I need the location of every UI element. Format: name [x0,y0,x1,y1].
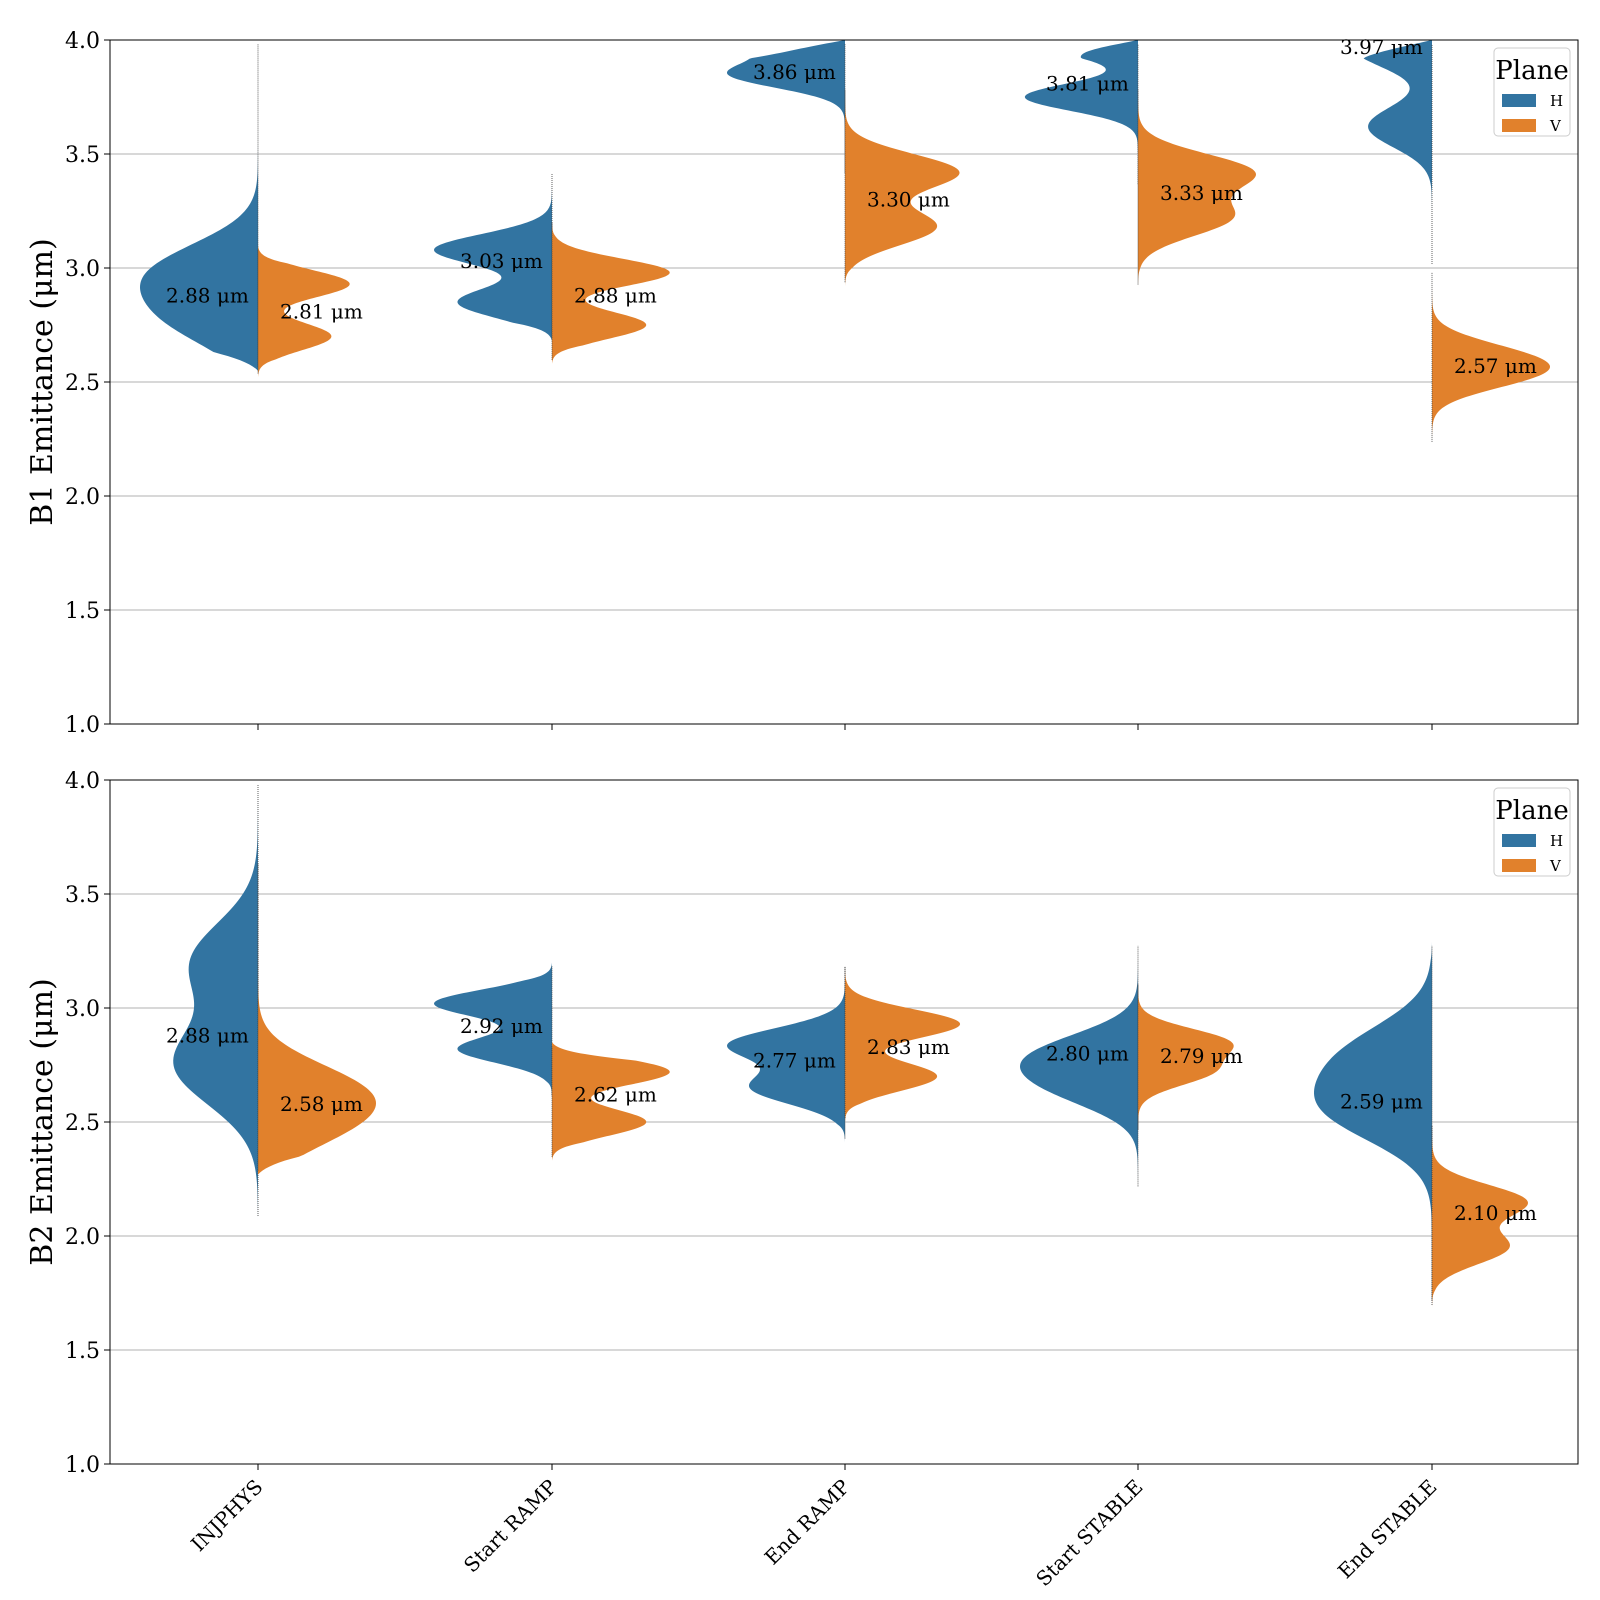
violin-half-v-end-stable [1432,268,1551,446]
median-label-h: 2.92 μm [460,1014,543,1038]
legend-box [1493,47,1571,137]
y-tick-label: 1.0 [65,1453,100,1478]
y-tick-label: 1.5 [65,599,100,624]
legend-swatch-h [1502,94,1536,107]
y-tick-label: 2.0 [65,1225,100,1250]
violin-half-h-end-stable [1314,941,1432,1305]
b1-emittance-panel: 1.0 1.5 2.0 2.5 3.0 3.5 4.0 2.88 μm 2.81 μm 3.03 … [25,29,1579,738]
y-tick-label: 3.5 [65,883,100,908]
y-tick-label: 3.0 [65,997,100,1022]
violin-half-v-start-ramp [552,1042,670,1161]
y-tick-label: 4.0 [65,29,100,54]
violin-half-h-start-ramp [434,962,552,1100]
y-axis-label: B2 Emittance (μm) [25,978,60,1265]
y-tick-label: 1.0 [65,713,100,738]
y-tick-label: 2.5 [65,1111,100,1136]
x-tick-label: INJPHYS [186,1475,267,1556]
median-label-h: 3.97 μm [1340,35,1423,59]
legend-swatch-v [1502,859,1536,872]
median-label-v: 2.79 μm [1160,1044,1243,1068]
plot-frame [109,39,1579,725]
median-label-v: 2.88 μm [574,283,657,307]
median-label-v: 2.81 μm [280,299,363,323]
median-label-v: 2.62 μm [574,1083,657,1107]
violin-half-h-injphys [173,780,258,1221]
violin-half-v-end-stable [1432,1122,1528,1309]
x-tick-label: End STABLE [1333,1475,1442,1584]
median-label-h: 2.59 μm [1340,1089,1423,1113]
violin-half-h-end-ramp [727,962,845,1143]
median-label-h: 2.88 μm [166,1023,249,1047]
violin-half-v-start-stable [1138,85,1256,289]
x-tick-label: Start STABLE [1031,1475,1147,1591]
y-tick-label: 4.0 [65,769,100,794]
b2-emittance-panel: 1.0 1.5 2.0 2.5 3.0 3.5 4.0 2.88 μm 2.58 μm 2.92 … [25,769,1579,1591]
legend-entry-v: V [1549,117,1562,135]
violin-half-v-end-ramp [845,85,960,287]
legend-title: Plane [1495,56,1568,86]
x-tick-label: Start RAMP [459,1475,562,1578]
plot-frame [109,779,1579,1465]
y-tick-label: 2.5 [65,371,100,396]
y-tick-label: 1.5 [65,1339,100,1364]
legend-title: Plane [1495,796,1568,826]
y-tick-label: 3.0 [65,257,100,282]
legend-entry-h: H [1550,832,1563,850]
violin-half-v-injphys [258,859,376,1175]
median-label-h: 3.03 μm [460,249,543,273]
violin-half-v-injphys [258,245,350,378]
legend: Plane HV [1493,787,1571,877]
median-label-v: 2.57 μm [1454,354,1537,378]
median-label-v: 2.10 μm [1454,1201,1537,1225]
violin-half-h-start-stable [1024,40,1138,189]
median-label-v: 2.58 μm [280,1092,363,1116]
legend: Plane HV [1493,47,1571,137]
violin-half-h-start-ramp [434,169,552,341]
median-label-v: 3.30 μm [867,188,950,212]
violin-half-v-start-stable [1138,980,1234,1134]
violin-half-h-end-ramp [726,40,845,177]
violin-half-h-end-stable [1363,40,1432,268]
y-tick-label: 3.5 [65,143,100,168]
violin-half-v-end-ramp [845,962,961,1122]
violin-half-v-start-ramp [552,217,670,364]
legend-swatch-v [1502,119,1536,132]
median-label-v: 2.83 μm [867,1035,950,1059]
legend-entry-v: V [1549,857,1562,875]
legend-swatch-h [1502,834,1536,847]
violin-half-h-start-stable [1020,941,1138,1191]
median-label-h: 2.77 μm [753,1048,836,1072]
median-label-h: 2.80 μm [1046,1042,1129,1066]
median-label-v: 3.33 μm [1160,181,1243,205]
median-label-h: 3.86 μm [753,60,836,84]
y-tick-label: 2.0 [65,485,100,510]
y-axis-label: B1 Emittance (μm) [25,238,60,525]
legend-entry-h: H [1550,92,1563,110]
median-label-h: 3.81 μm [1046,71,1129,95]
median-label-h: 2.88 μm [166,283,249,307]
legend-box [1493,787,1571,877]
violin-half-h-injphys [140,40,258,371]
x-tick-label: End RAMP [760,1475,855,1570]
